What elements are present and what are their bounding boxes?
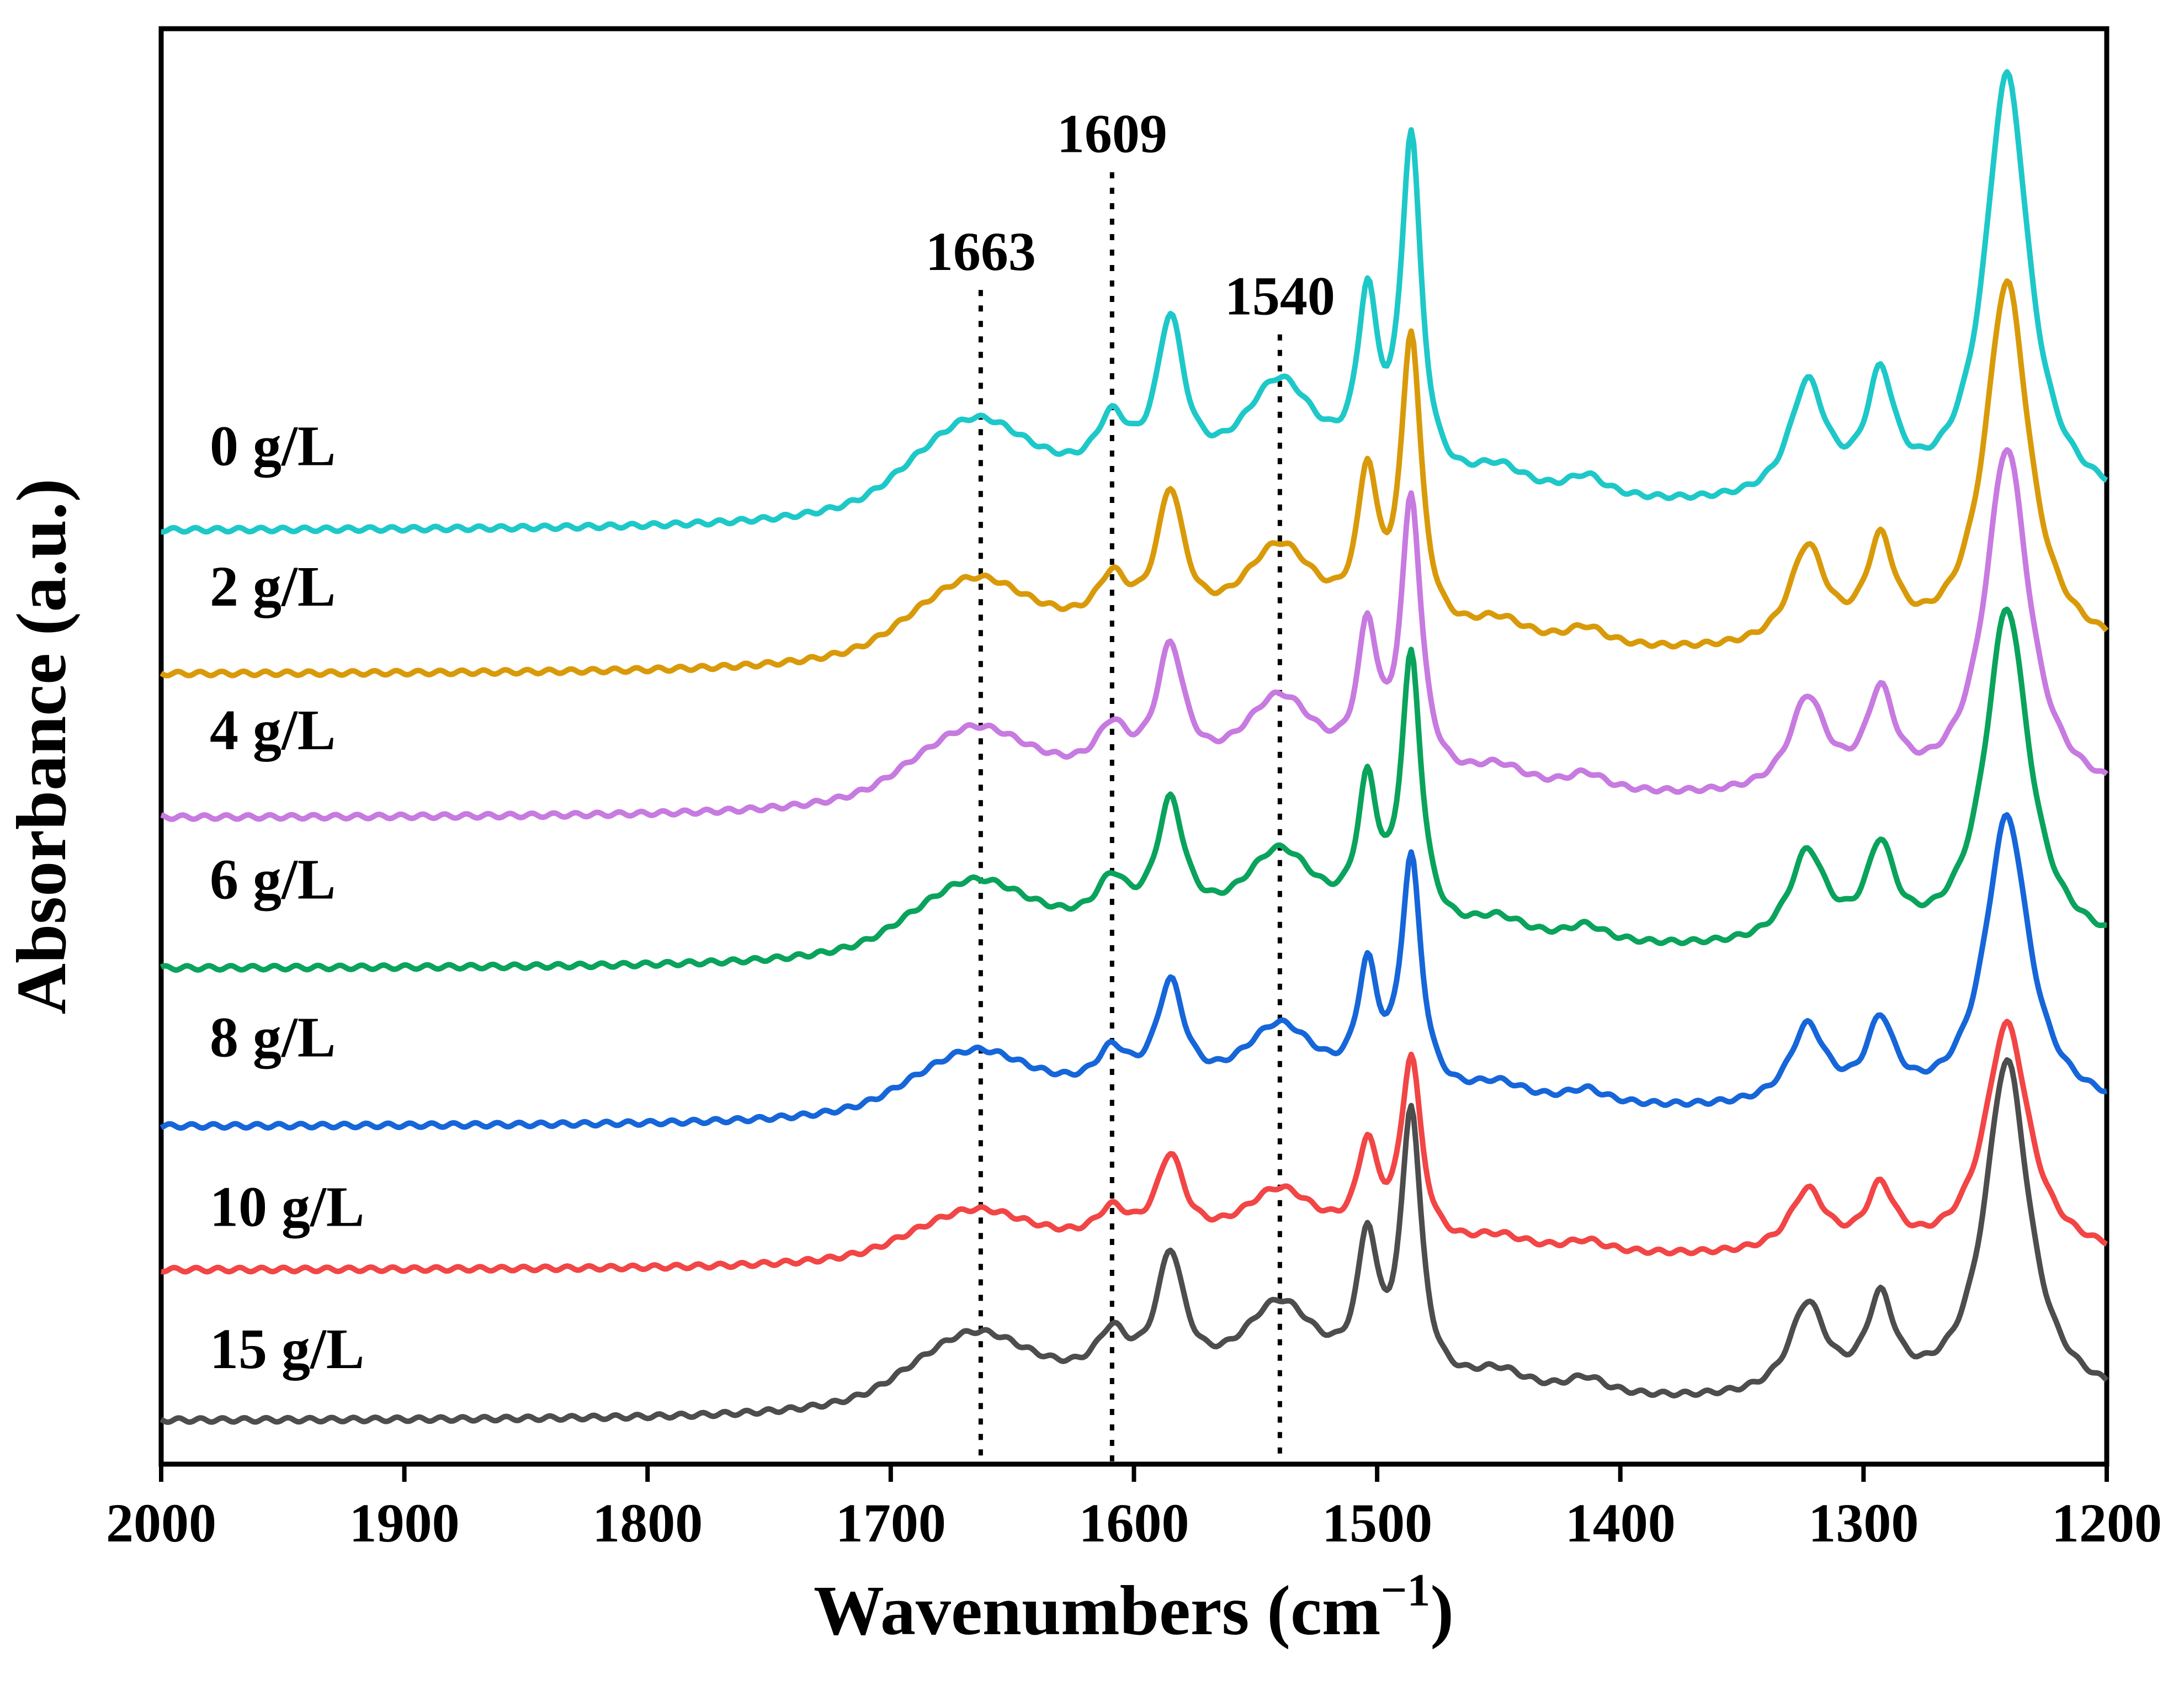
x-tick-label: 1900 (349, 1492, 460, 1554)
x-tick-label: 1300 (1808, 1492, 1919, 1554)
x-tick-label: 1800 (592, 1492, 703, 1554)
series-labels: 0 g/L 2 g/L 4 g/L 6 g/L 8 g/L 10 g/L 15 g/L (210, 414, 364, 1380)
series-line (160, 812, 2107, 1131)
x-axis-title-superscript: −1 (1380, 1565, 1430, 1616)
series-line (160, 278, 2109, 679)
series-line (161, 1019, 2108, 1275)
x-axis: 2000 1900 1800 1700 1600 1500 1400 1300 1200 (106, 1464, 2162, 1554)
series-label: 4 g/L (210, 698, 336, 762)
series-line (160, 606, 2107, 973)
series-label: 8 g/L (210, 1006, 336, 1069)
series-label: 10 g/L (210, 1175, 364, 1238)
x-tick-label: 1500 (1322, 1492, 1432, 1554)
peak-annotations: 1663 1609 1540 (926, 103, 1335, 1464)
x-axis-title-close: ) (1430, 1571, 1454, 1650)
plot-frame (158, 26, 2109, 1467)
series-label: 6 g/L (210, 848, 336, 912)
series-label: 2 g/L (210, 555, 336, 618)
x-tick-label: 2000 (106, 1492, 216, 1554)
x-tick-label: 1400 (1565, 1492, 1676, 1554)
series-line (160, 1057, 2109, 1425)
peak-label: 1663 (926, 221, 1036, 282)
x-tick-label: 1600 (1079, 1492, 1189, 1554)
x-tick-label: 1700 (836, 1492, 946, 1554)
series-label: 15 g/L (210, 1317, 364, 1381)
series-line (160, 447, 2109, 822)
x-tick-label: 1200 (2052, 1492, 2162, 1554)
series-line (161, 69, 2108, 535)
peak-label: 1609 (1057, 103, 1167, 165)
series-label: 0 g/L (210, 414, 336, 478)
peak-label: 1540 (1225, 265, 1335, 326)
x-axis-title: Wavenumbers (cm−1) (814, 1565, 1454, 1650)
y-axis-title: Absorbance (a.u.) (2, 479, 81, 1015)
spectra-series (160, 69, 2109, 1425)
